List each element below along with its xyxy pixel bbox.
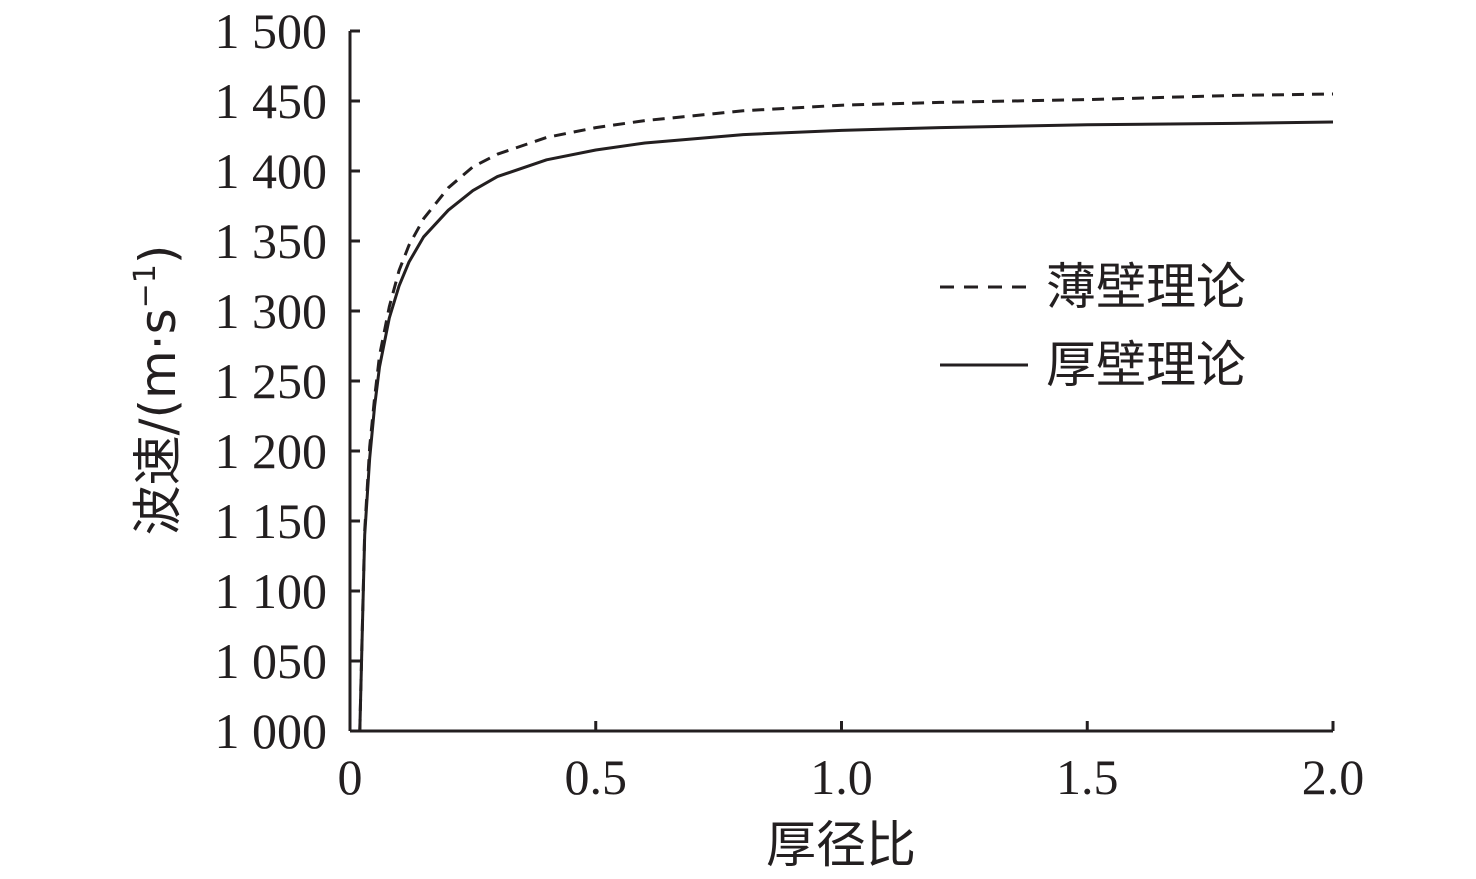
y-axis-title-main: 波速/(m·s <box>129 308 187 535</box>
y-tick-label: 1 450 <box>215 73 328 129</box>
y-tick-label: 1 250 <box>215 353 328 409</box>
y-tick-label: 1 150 <box>215 493 328 549</box>
series-layer <box>358 92 1334 732</box>
y-tick-label: 1 000 <box>215 703 328 759</box>
x-axis-title: 厚径比 <box>766 816 916 874</box>
legend-label-0: 薄壁理论 <box>1046 258 1246 316</box>
y-tick-label: 1 400 <box>215 143 328 199</box>
y-tick-label: 1 500 <box>215 3 328 59</box>
y-tick-label: 1 100 <box>215 563 328 619</box>
y-tick-label: 1 300 <box>215 283 328 339</box>
y-tick-label: 1 200 <box>215 423 328 479</box>
y-axis-title-exponent: −1 <box>128 264 163 308</box>
x-tick-label: 1.0 <box>810 749 873 805</box>
series-line-0 <box>358 92 1334 732</box>
x-tick-label: 0 <box>338 749 363 805</box>
axes: 1 000 1 050 1 100 1 150 1 200 1 250 1 300 1 350… <box>215 3 1365 805</box>
y-axis-title: 波速/(m·s−1) <box>128 245 187 536</box>
y-tick-label: 1 350 <box>215 213 328 269</box>
legend-label-1: 厚壁理论 <box>1046 336 1246 394</box>
x-tick-label: 1.5 <box>1056 749 1119 805</box>
x-tick-label: 0.5 <box>565 749 628 805</box>
series-line-1 <box>358 120 1334 732</box>
y-tick-label: 1 050 <box>215 633 328 689</box>
x-tick-label: 2.0 <box>1302 749 1365 805</box>
y-axis-title-close: ) <box>129 245 187 265</box>
